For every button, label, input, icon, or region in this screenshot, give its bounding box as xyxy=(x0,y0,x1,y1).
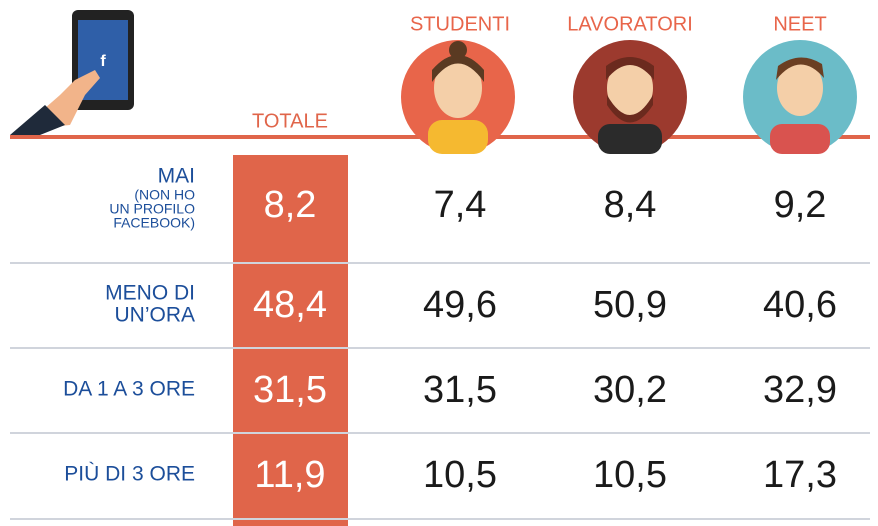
cell-value: 50,9 xyxy=(593,284,667,326)
row-label: UN’ORA xyxy=(114,304,195,327)
cell-value: 48,4 xyxy=(253,284,327,326)
column-header: NEET xyxy=(773,13,826,35)
cell-value: 31,5 xyxy=(423,369,497,411)
row-divider xyxy=(10,432,870,434)
row-divider xyxy=(10,262,870,264)
row-divider xyxy=(10,347,870,349)
avatar-neet xyxy=(743,40,857,154)
column-header: LAVORATORI xyxy=(567,13,693,35)
column-header: STUDENTI xyxy=(410,13,510,35)
row-note: FACEBOOK) xyxy=(113,215,195,231)
row-label: PIÙ DI 3 ORE xyxy=(64,463,195,486)
avatar-lavoratori xyxy=(573,40,687,154)
cell-value: 11,9 xyxy=(254,454,325,496)
infographic: f TOTALESTUDENTILAVORATORINEETMAI(NON HO… xyxy=(0,0,878,526)
svg-text:f: f xyxy=(100,53,106,70)
cell-value: 9,2 xyxy=(774,184,827,226)
cell-value: 32,9 xyxy=(763,369,837,411)
cell-value: 8,4 xyxy=(604,184,657,226)
avatar-studenti xyxy=(401,40,515,154)
cell-value: 49,6 xyxy=(423,284,497,326)
row-label: MAI xyxy=(158,165,195,188)
row-label: MENO DI xyxy=(105,282,195,305)
row-divider xyxy=(10,518,870,520)
cell-value: 8,2 xyxy=(264,184,317,226)
cell-value: 10,5 xyxy=(423,454,497,496)
cell-value: 7,4 xyxy=(434,184,487,226)
cell-value: 40,6 xyxy=(763,284,837,326)
cell-value: 30,2 xyxy=(593,369,667,411)
cell-value: 10,5 xyxy=(593,454,667,496)
column-header: TOTALE xyxy=(252,110,328,132)
cell-value: 17,3 xyxy=(763,454,837,496)
row-label: DA 1 A 3 ORE xyxy=(63,378,195,401)
cell-value: 31,5 xyxy=(253,369,327,411)
